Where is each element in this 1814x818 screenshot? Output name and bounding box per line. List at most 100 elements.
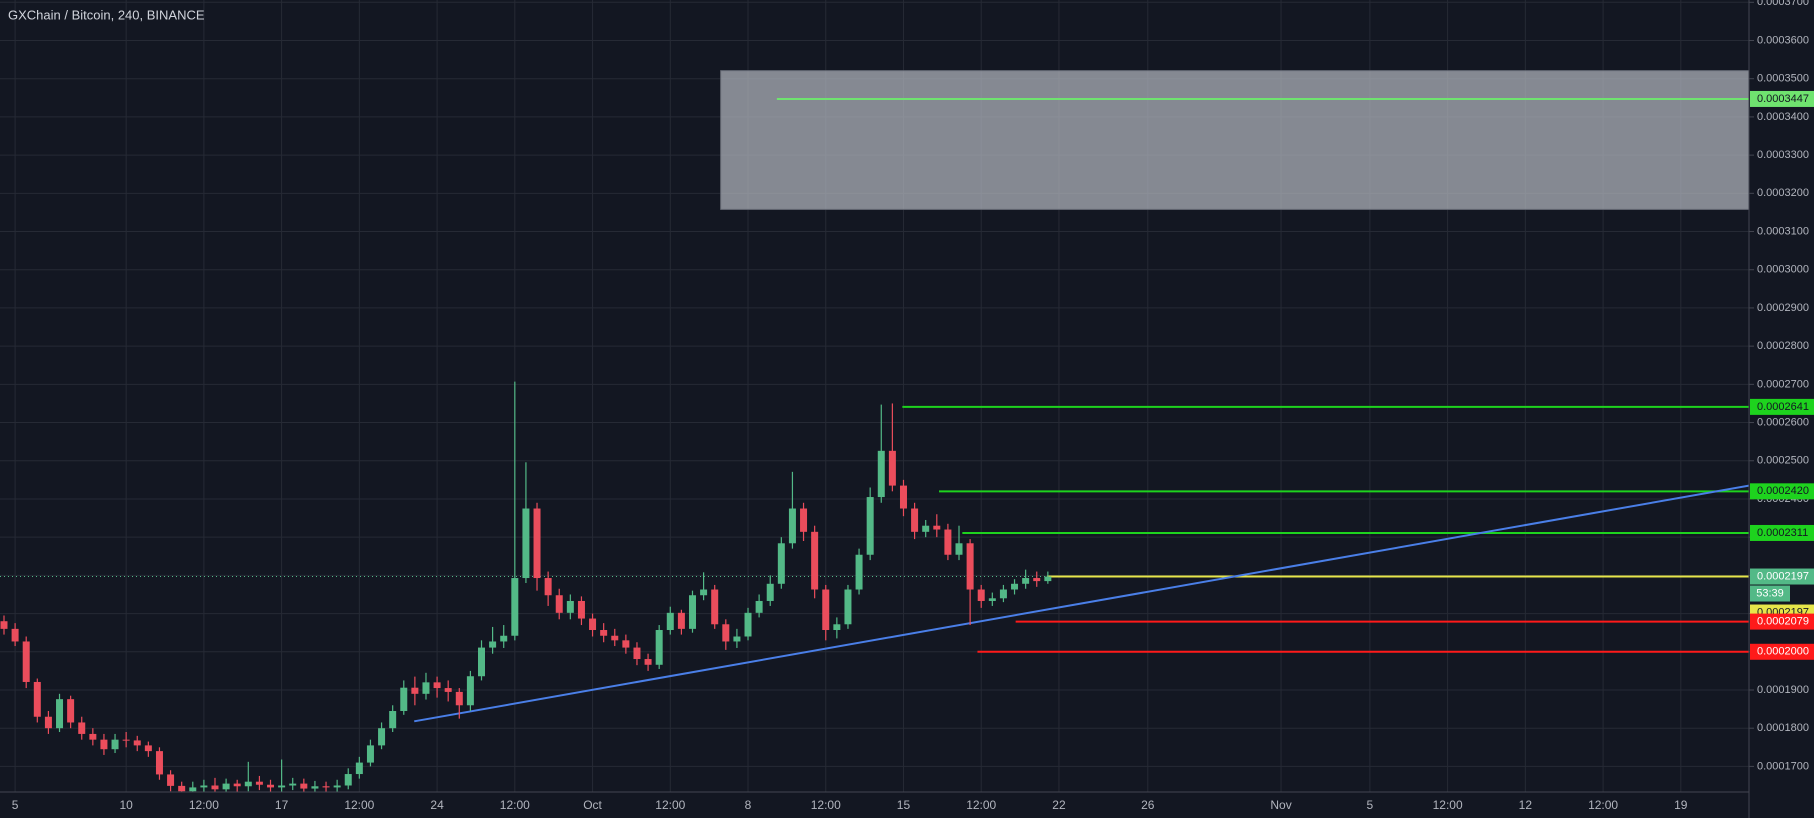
- x-tick-label: 12:00: [189, 798, 219, 812]
- x-tick-label: 22: [1052, 798, 1066, 812]
- y-tick-label: 0.0001800: [1757, 722, 1809, 734]
- candle-body: [944, 529, 952, 555]
- candle-body: [611, 635, 619, 641]
- x-tick-label: 12:00: [1433, 798, 1463, 812]
- candle-body: [744, 612, 752, 637]
- y-tick-label: 0.0003100: [1757, 225, 1809, 237]
- candle-body: [155, 751, 163, 775]
- candle-body: [544, 578, 552, 596]
- x-tick-label: 19: [1674, 798, 1688, 812]
- y-tick-label: 0.0001700: [1757, 760, 1809, 772]
- candle-body: [444, 688, 452, 692]
- level-tag-bg: [1750, 524, 1814, 541]
- candle-body: [700, 589, 708, 596]
- candle-body: [389, 711, 397, 729]
- x-tick-label: 8: [745, 798, 752, 812]
- x-tick-label: Nov: [1270, 798, 1291, 812]
- y-tick-label: 0.0002500: [1757, 455, 1809, 467]
- last-price-tag-bg: [1750, 568, 1814, 585]
- candle-body: [955, 543, 963, 555]
- candle-body: [178, 785, 186, 792]
- candle-body: [788, 508, 796, 544]
- y-tick-label: 0.0003500: [1757, 73, 1809, 85]
- candle-body: [899, 485, 907, 509]
- x-tick-label: 12:00: [344, 798, 374, 812]
- x-tick-label: 12:00: [811, 798, 841, 812]
- candle-body: [844, 589, 852, 625]
- candle-body: [855, 554, 863, 590]
- x-tick-label: 15: [897, 798, 911, 812]
- x-tick-label: 12: [1519, 798, 1533, 812]
- candle-body: [866, 497, 874, 555]
- candle-body: [289, 783, 297, 786]
- candle-body: [822, 589, 830, 631]
- candle-body: [333, 785, 341, 788]
- candle-body: [633, 647, 641, 660]
- countdown: 53:39: [1756, 587, 1784, 599]
- y-tick-label: 0.0003700: [1757, 0, 1809, 8]
- candle-body: [466, 676, 474, 706]
- candle-body: [666, 612, 674, 631]
- y-tick-label: 0.0002800: [1757, 340, 1809, 352]
- x-tick-label: 12:00: [655, 798, 685, 812]
- x-tick-label: 12:00: [1588, 798, 1618, 812]
- countdown-bg: [1750, 585, 1790, 602]
- candle-body: [33, 681, 41, 717]
- candle-body: [366, 745, 374, 763]
- candle-body: [111, 739, 119, 750]
- level-tag: 0.0003447: [1757, 93, 1809, 105]
- candle-body: [800, 508, 808, 532]
- y-tick-label: 0.0003400: [1757, 111, 1809, 123]
- chart-title: GXChain / Bitcoin, 240, BINANCE: [8, 7, 205, 22]
- candle-body: [1044, 576, 1052, 582]
- candle-body: [311, 786, 319, 789]
- candle-body: [1022, 578, 1030, 584]
- candle-body: [422, 682, 430, 694]
- x-tick-label: 12:00: [966, 798, 996, 812]
- candle-body: [933, 525, 941, 530]
- x-tick-label: 17: [275, 798, 289, 812]
- candle-body: [100, 739, 108, 750]
- candle-body: [977, 589, 985, 601]
- last-price-tag: 0.0002197: [1757, 570, 1809, 582]
- candle-body: [911, 508, 919, 532]
- y-tick-label: 0.0001900: [1757, 684, 1809, 696]
- candle-body: [478, 647, 486, 677]
- candle-body: [755, 600, 763, 613]
- candle-body: [144, 745, 152, 752]
- y-tick-label: 0.0002700: [1757, 378, 1809, 390]
- candle-body: [355, 762, 363, 775]
- candle-body: [255, 781, 263, 785]
- candle-body: [78, 722, 86, 734]
- candle-body: [322, 786, 330, 788]
- candle-body: [189, 787, 197, 792]
- candle-body: [0, 621, 8, 629]
- candle-body: [267, 784, 275, 788]
- y-tick-label: 0.0003000: [1757, 264, 1809, 276]
- candle-body: [566, 600, 574, 613]
- x-tick-label: 12:00: [500, 798, 530, 812]
- candle-body: [655, 630, 663, 665]
- level-tag-bg: [1750, 483, 1814, 500]
- candle-body: [89, 733, 97, 740]
- candle-body: [589, 618, 597, 631]
- candle-body: [888, 450, 896, 486]
- candle-body: [733, 636, 741, 642]
- candle-body: [522, 508, 530, 579]
- x-tick-label: 5: [12, 798, 19, 812]
- level-tag-bg: [1750, 398, 1814, 415]
- level-tag: 0.0002079: [1757, 616, 1809, 628]
- candle-body: [278, 785, 286, 788]
- level-tag-bg: [1750, 643, 1814, 660]
- y-tick-label: 0.0002600: [1757, 416, 1809, 428]
- x-tick-label: Oct: [583, 798, 602, 812]
- level-tag-bg: [1750, 613, 1814, 630]
- y-tick-label: 0.0003200: [1757, 187, 1809, 199]
- candle-body: [777, 543, 785, 584]
- y-tick-label: 0.0003300: [1757, 149, 1809, 161]
- candle-body: [200, 785, 208, 788]
- candle-body: [922, 525, 930, 532]
- plot-area: [0, 0, 1749, 792]
- candle-body: [766, 583, 774, 601]
